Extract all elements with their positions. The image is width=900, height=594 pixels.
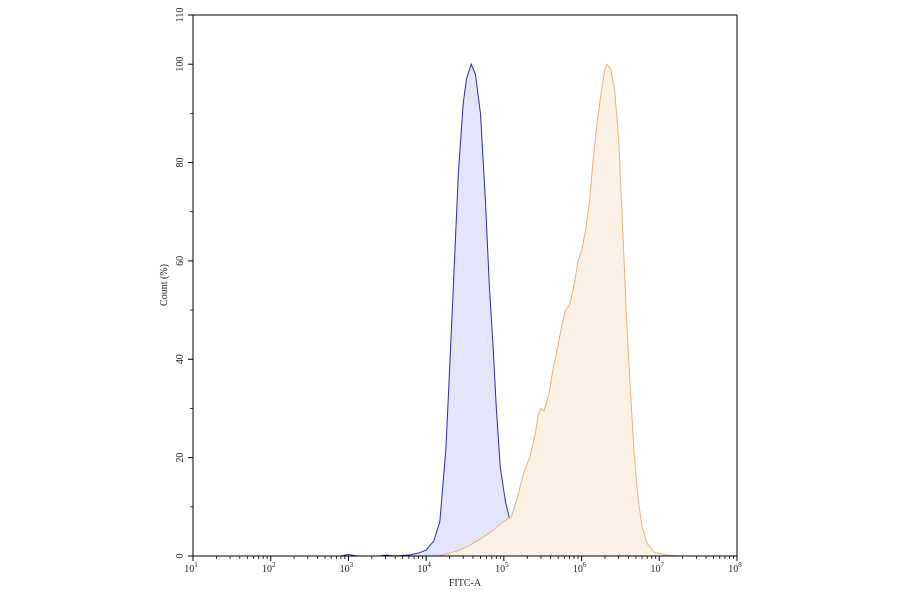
x-axis: 101 102 103 104 105 106 107 108 xyxy=(184,556,742,575)
x-tick-label: 104 xyxy=(417,561,431,575)
x-tick-label: 103 xyxy=(340,561,354,575)
series-2-line xyxy=(437,63,683,557)
y-tick-label: 110 xyxy=(175,8,186,23)
y-tick-label: 20 xyxy=(175,453,186,463)
y-tick-label: 100 xyxy=(175,57,186,72)
x-tick-label: 101 xyxy=(184,561,198,575)
y-tick-label: 40 xyxy=(175,354,186,364)
y-tick-label: 60 xyxy=(175,256,186,266)
y-tick-label: 0 xyxy=(175,554,186,559)
series-layer xyxy=(193,62,737,557)
x-axis-label: FITC-A xyxy=(449,578,482,589)
series-1-area xyxy=(340,64,559,557)
y-axis: 0 20 40 60 80 100 110 xyxy=(175,8,193,559)
series-2-area xyxy=(437,64,683,557)
x-tick-label: 106 xyxy=(573,561,587,575)
y-tick-label: 80 xyxy=(175,158,186,168)
x-tick-label: 108 xyxy=(728,561,742,575)
x-tick-label: 102 xyxy=(262,561,276,575)
y-axis-label: Count (%) xyxy=(159,264,170,306)
x-tick-label: 107 xyxy=(651,561,665,575)
x-tick-label: 105 xyxy=(495,561,509,575)
